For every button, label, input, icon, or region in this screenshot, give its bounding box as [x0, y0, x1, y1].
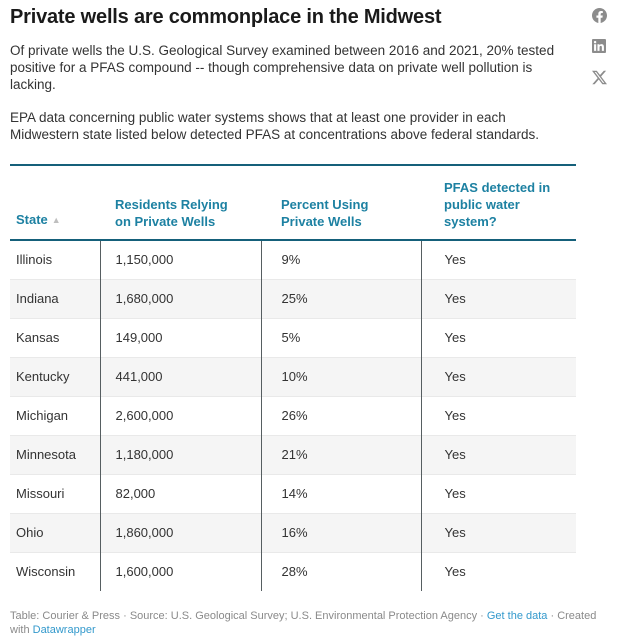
cell-pfas: Yes	[420, 435, 576, 475]
cell-state: Ohio	[10, 513, 100, 553]
column-header-pfas[interactable]: PFAS detected in public water system?	[444, 180, 551, 229]
table-row: Illinois 1,150,000 9% Yes	[10, 240, 576, 280]
table-header: State ▲ Residents Relying on Private Well…	[10, 165, 576, 240]
cell-pfas: Yes	[420, 474, 576, 514]
cell-percent: 25%	[260, 279, 421, 319]
cell-state: Kentucky	[10, 357, 100, 397]
cell-state: Missouri	[10, 474, 100, 514]
cell-residents: 441,000	[99, 357, 261, 397]
column-header-percent[interactable]: Percent Using Private Wells	[281, 197, 369, 229]
cell-residents: 149,000	[99, 318, 261, 358]
facebook-icon	[592, 8, 607, 23]
cell-pfas: Yes	[420, 357, 576, 397]
table-row: Michigan 2,600,000 26% Yes	[10, 396, 576, 436]
sort-ascending-icon: ▲	[51, 215, 61, 225]
get-the-data-link[interactable]: Get the data	[486, 610, 548, 622]
share-linkedin-button[interactable]	[592, 39, 607, 54]
cell-state: Michigan	[10, 396, 100, 436]
attribution-text: Table: Courier & Press · Source: U.S. Ge…	[10, 610, 487, 622]
cell-residents: 1,680,000	[99, 279, 261, 319]
cell-percent: 14%	[260, 474, 421, 514]
cell-state: Wisconsin	[10, 552, 100, 591]
cell-pfas: Yes	[420, 396, 576, 436]
cell-pfas: Yes	[420, 318, 576, 358]
column-header-residents[interactable]: Residents Relying on Private Wells	[115, 197, 228, 229]
column-header-state-label: State	[16, 212, 48, 227]
cell-state: Minnesota	[10, 435, 100, 475]
cell-residents: 2,600,000	[99, 396, 261, 436]
cell-percent: 16%	[260, 513, 421, 553]
share-facebook-button[interactable]	[592, 8, 607, 23]
page-title: Private wells are commonplace in the Mid…	[10, 6, 442, 28]
cell-percent: 10%	[260, 357, 421, 397]
table-row: Minnesota 1,180,000 21% Yes	[10, 435, 576, 475]
table-row: Kansas 149,000 5% Yes	[10, 318, 576, 358]
x-icon	[592, 70, 607, 85]
share-x-button[interactable]	[592, 70, 607, 85]
cell-percent: 28%	[260, 552, 421, 591]
table-row: Wisconsin 1,600,000 28% Yes	[10, 552, 576, 591]
data-table: State ▲ Residents Relying on Private Well…	[10, 164, 576, 591]
linkedin-icon	[592, 39, 606, 53]
cell-pfas: Yes	[420, 513, 576, 553]
table-row: Kentucky 441,000 10% Yes	[10, 357, 576, 397]
cell-residents: 1,180,000	[99, 435, 261, 475]
cell-residents: 1,150,000	[99, 240, 261, 280]
intro-paragraph-2: EPA data concerning public water systems…	[10, 110, 540, 142]
cell-residents: 1,600,000	[99, 552, 261, 591]
cell-residents: 82,000	[99, 474, 261, 514]
cell-pfas: Yes	[420, 552, 576, 591]
cell-percent: 26%	[260, 396, 421, 436]
cell-state: Illinois	[16, 252, 53, 267]
cell-percent: 21%	[260, 435, 421, 475]
table-body: Illinois 1,150,000 9% Yes Indiana 1,680,000 25…	[10, 240, 576, 591]
table-row: Ohio 1,860,000 16% Yes	[10, 513, 576, 553]
cell-pfas: Yes	[420, 279, 576, 319]
cell-percent: 5%	[260, 318, 421, 358]
column-header-state[interactable]: State ▲	[10, 165, 100, 240]
cell-pfas: Yes	[420, 240, 576, 280]
intro-paragraph-1: Of private wells the U.S. Geological Sur…	[10, 43, 555, 92]
cell-percent: 9%	[260, 240, 421, 280]
cell-residents: 1,860,000	[99, 513, 261, 553]
cell-state: Kansas	[10, 318, 100, 358]
table-row: Missouri 82,000 14% Yes	[10, 474, 576, 514]
cell-state: Indiana	[10, 279, 100, 319]
table-row: Indiana 1,680,000 25% Yes	[10, 279, 576, 319]
share-toolbar	[592, 8, 607, 85]
attribution-footer: Table: Courier & Press · Source: U.S. Ge…	[10, 610, 613, 637]
